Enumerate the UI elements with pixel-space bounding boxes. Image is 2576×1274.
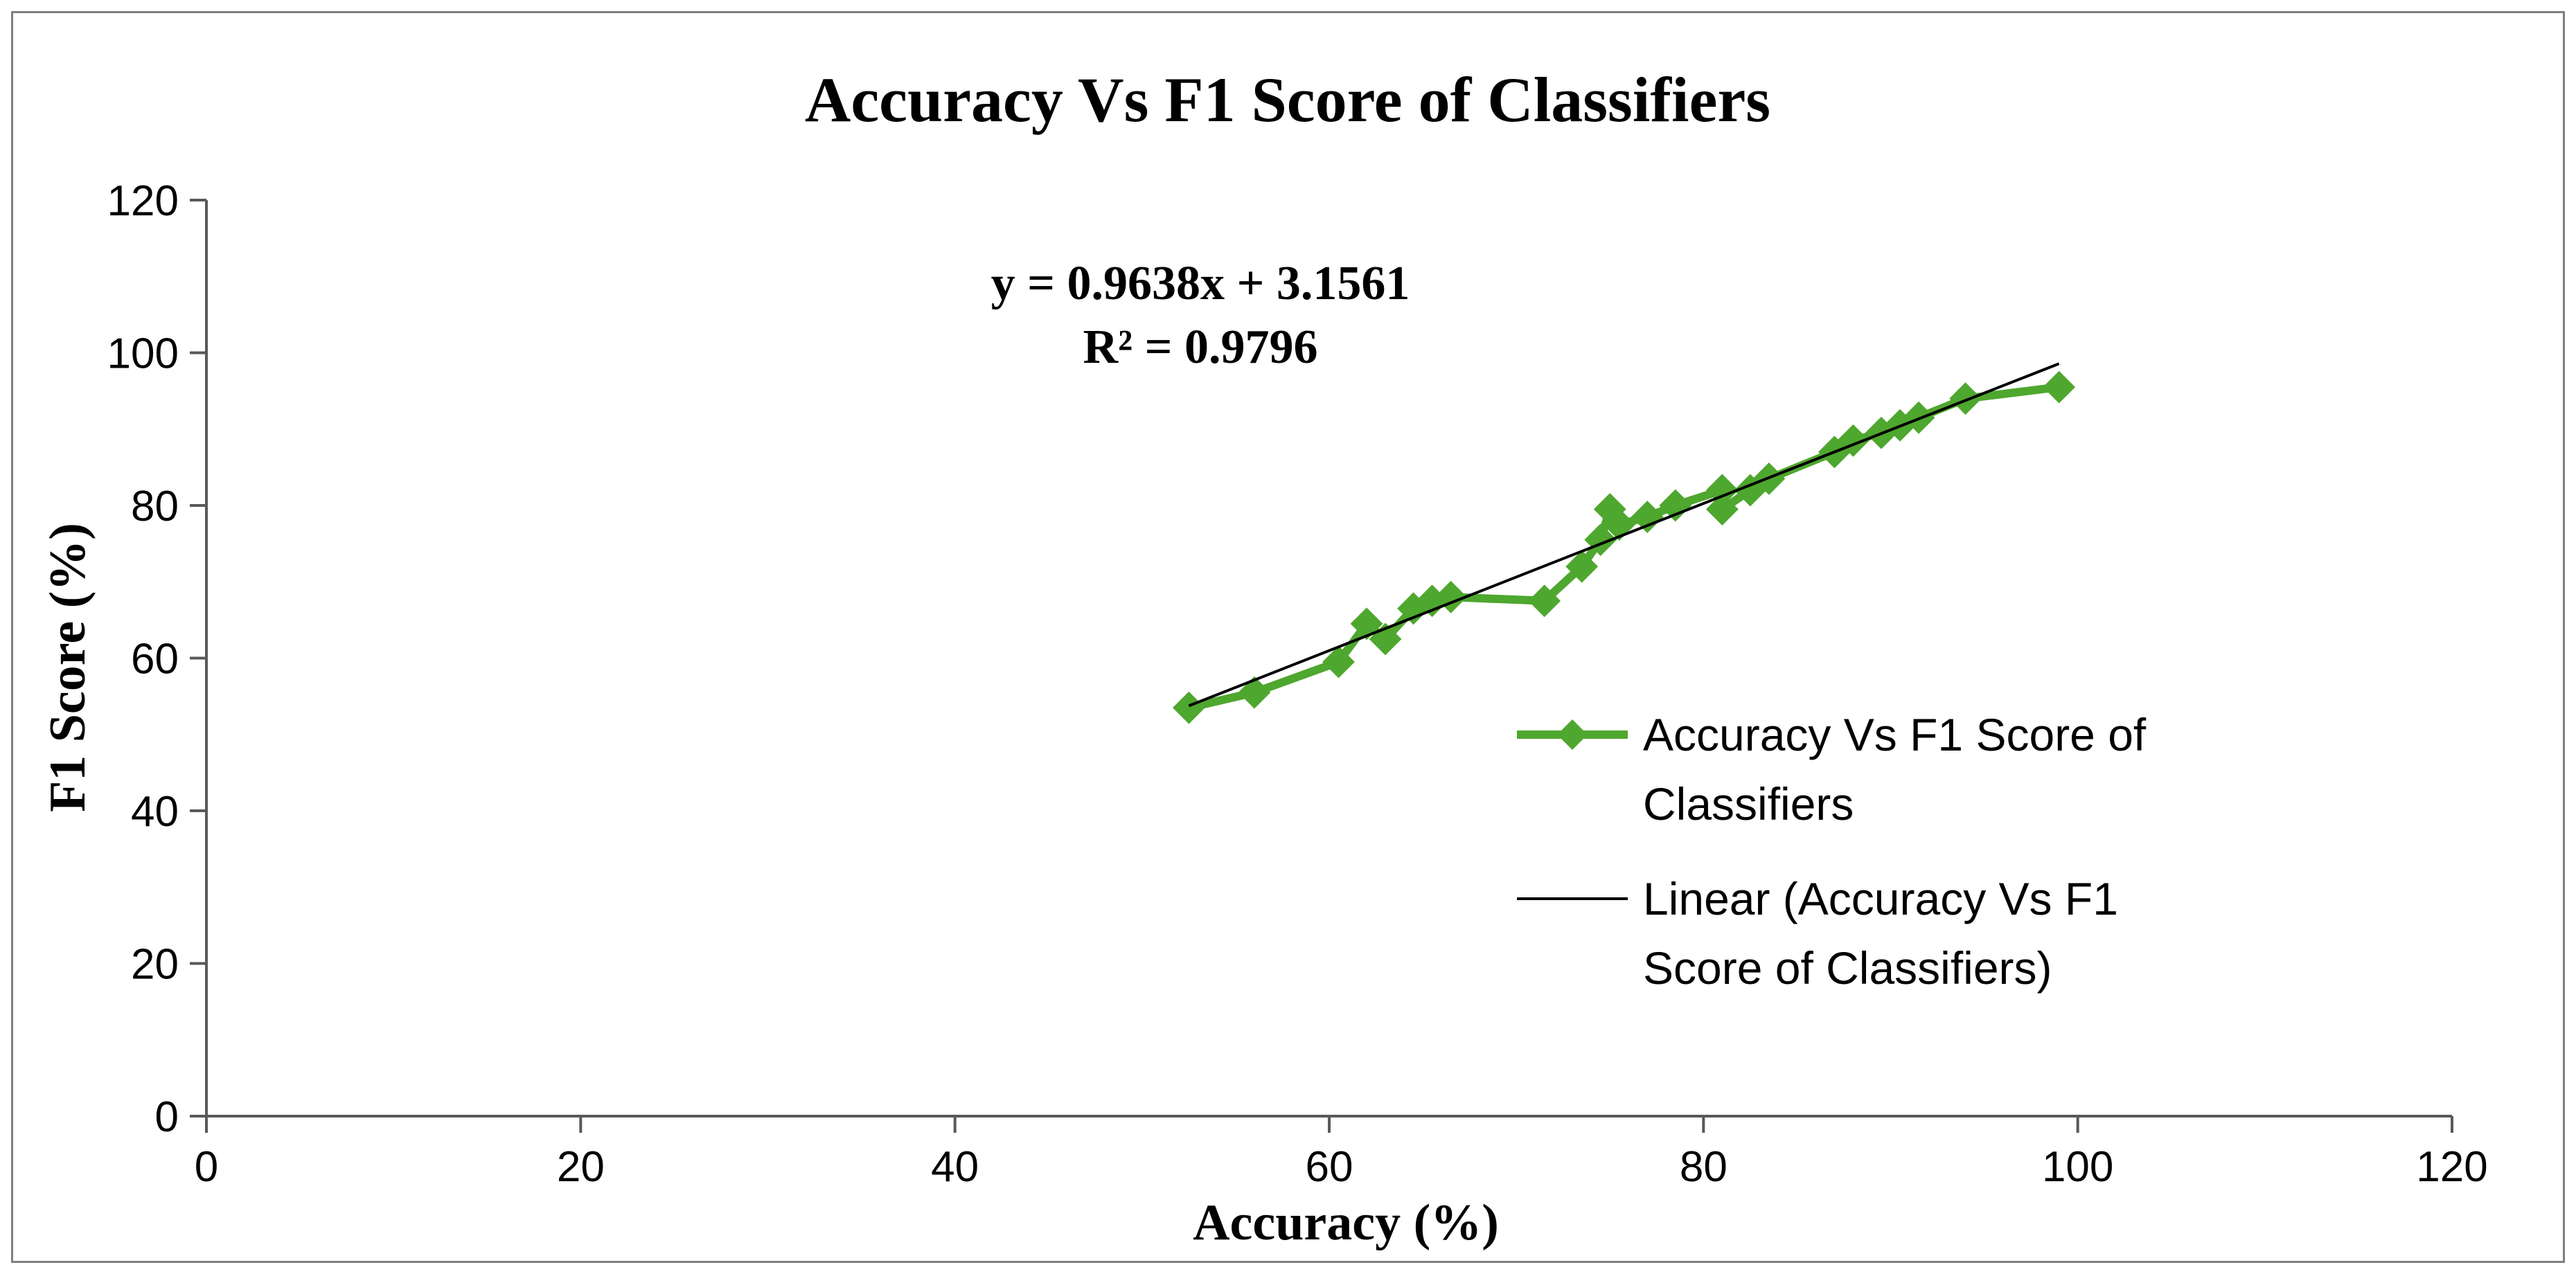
legend-series-label: Accuracy Vs F1 Score of bbox=[1643, 709, 2147, 760]
legend-series-label: Classifiers bbox=[1643, 778, 1854, 829]
y-tick-label: 100 bbox=[107, 330, 179, 378]
axes bbox=[190, 199, 2453, 1133]
x-tick-label: 20 bbox=[557, 1143, 605, 1191]
y-axis-title: F1 Score (%) bbox=[39, 523, 96, 812]
y-tick-label: 20 bbox=[131, 941, 179, 989]
trendline-r2: R² = 0.9796 bbox=[1083, 321, 1318, 374]
x-tick-label: 40 bbox=[931, 1143, 979, 1191]
series-line bbox=[1188, 383, 2060, 712]
data-point bbox=[1565, 550, 1599, 583]
legend-trendline-label: Score of Classifiers) bbox=[1643, 942, 2052, 994]
x-axis-title: Accuracy (%) bbox=[1193, 1194, 1499, 1251]
y-tick-label: 0 bbox=[155, 1093, 179, 1141]
x-tick-label: 60 bbox=[1306, 1143, 1353, 1191]
trendline bbox=[1188, 362, 2060, 708]
x-tick-label: 0 bbox=[195, 1143, 218, 1191]
y-tick-label: 120 bbox=[107, 177, 179, 225]
x-tick-label: 80 bbox=[1680, 1143, 1727, 1191]
data-point bbox=[1350, 607, 1383, 640]
y-tick-label: 40 bbox=[131, 788, 179, 836]
y-tick-labels: 0 20 40 60 80 100 120 bbox=[107, 177, 179, 1141]
x-tick-label: 100 bbox=[2042, 1143, 2113, 1191]
data-point bbox=[1528, 584, 1561, 618]
legend: Accuracy Vs F1 Score of Classifiers Linear… bbox=[1517, 709, 2147, 994]
x-tick-label: 120 bbox=[2416, 1143, 2487, 1191]
data-point bbox=[1631, 501, 1664, 533]
data-point bbox=[1659, 489, 1692, 522]
data-point bbox=[1705, 493, 1739, 526]
data-point bbox=[1238, 676, 1271, 709]
legend-trendline-label: Linear (Accuracy Vs F1 bbox=[1643, 873, 2118, 924]
data-point bbox=[1322, 645, 1355, 679]
x-tick-labels: 0 20 40 60 80 100 120 bbox=[195, 1143, 2488, 1191]
trendline-equation: y = 0.9638x + 3.1561 bbox=[991, 257, 1410, 310]
data-point bbox=[2043, 370, 2076, 404]
chart-frame bbox=[11, 11, 2565, 1263]
legend-series-swatch-marker bbox=[1557, 719, 1588, 750]
y-tick-label: 60 bbox=[131, 636, 179, 683]
data-point bbox=[1172, 691, 1205, 724]
series-layer bbox=[1172, 362, 2076, 724]
chart-title: Accuracy Vs F1 Score of Classifiers bbox=[805, 64, 1770, 135]
data-point bbox=[1949, 382, 1982, 415]
y-tick-label: 80 bbox=[131, 483, 179, 530]
